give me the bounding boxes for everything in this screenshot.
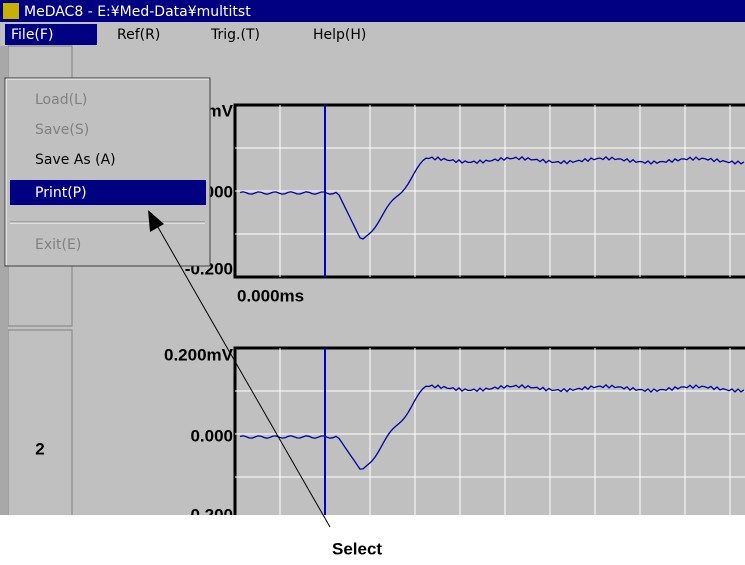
callout-arrowhead: [148, 210, 164, 232]
y-zero-label: 0.000: [190, 426, 233, 445]
menu-option[interactable]: Print(P): [35, 185, 87, 201]
channel-number: 2: [35, 439, 44, 458]
menu-item[interactable]: Ref(R): [117, 27, 160, 43]
app-icon: [3, 3, 19, 19]
window-title: MeDAC8 - E:¥Med-Data¥multitst: [24, 4, 251, 20]
signal-trace: [239, 384, 745, 470]
menu-item[interactable]: File(F): [11, 27, 53, 43]
time-label: 0.000ms: [237, 286, 304, 305]
callout-line: [154, 221, 331, 528]
annotation: Select: [332, 539, 382, 558]
menu-item[interactable]: Trig.(T): [210, 27, 260, 43]
menu-item[interactable]: Help(H): [313, 27, 366, 43]
title-bar: [0, 0, 745, 22]
panel-edge: [0, 46, 8, 515]
signal-trace: [239, 156, 745, 240]
y-max-label: 0.200mV: [164, 345, 234, 364]
menu-option[interactable]: Save(S): [35, 122, 89, 138]
y-min-label: -0.200: [185, 505, 233, 524]
menu-panel: [4, 77, 211, 267]
menu-option[interactable]: Exit(E): [35, 237, 81, 253]
menu-option[interactable]: Save As (A): [35, 152, 116, 168]
file-menu: Load(L) Save(S) Save As (A) Print(P) Exi…: [4, 77, 211, 267]
window: MeDAC8 - E:¥Med-Data¥multitst File(F) Re…: [0, 0, 745, 524]
menu-selection: [10, 180, 206, 205]
menu-bar: [0, 22, 745, 46]
channel-cell: [7, 329, 73, 515]
menu-highlight: [5, 24, 97, 45]
menu-option[interactable]: Load(L): [35, 92, 87, 108]
plot-area: [233, 346, 745, 515]
